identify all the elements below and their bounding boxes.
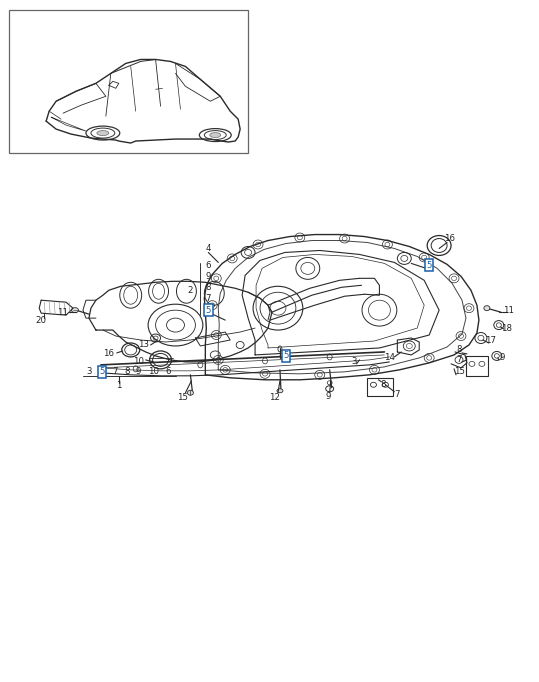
Text: 16: 16 xyxy=(103,349,114,359)
Text: 17: 17 xyxy=(485,336,496,344)
Ellipse shape xyxy=(97,130,109,136)
Text: 7: 7 xyxy=(457,355,462,364)
Text: 2: 2 xyxy=(188,286,193,295)
Text: 16: 16 xyxy=(444,234,454,243)
Text: 5: 5 xyxy=(205,306,211,314)
Text: 7: 7 xyxy=(205,294,211,303)
Text: 14: 14 xyxy=(384,353,395,362)
Ellipse shape xyxy=(188,390,194,396)
Text: 3: 3 xyxy=(352,357,357,366)
Ellipse shape xyxy=(277,389,283,393)
Text: 9: 9 xyxy=(136,368,141,376)
Text: 9: 9 xyxy=(499,353,505,362)
Text: 11: 11 xyxy=(503,306,514,314)
Bar xyxy=(368,378,393,396)
Ellipse shape xyxy=(72,308,79,312)
Text: 11: 11 xyxy=(57,308,67,316)
Text: 8: 8 xyxy=(381,381,386,389)
Text: 8: 8 xyxy=(124,368,129,376)
Text: 1: 1 xyxy=(116,381,121,390)
Text: 5: 5 xyxy=(99,368,105,376)
Text: 13: 13 xyxy=(138,340,149,349)
Text: 12: 12 xyxy=(270,394,280,402)
Text: 6: 6 xyxy=(205,261,211,270)
Text: 10: 10 xyxy=(148,368,159,376)
Text: 18: 18 xyxy=(501,323,512,333)
Text: 20: 20 xyxy=(36,316,47,325)
Bar xyxy=(466,356,488,376)
Text: 6: 6 xyxy=(166,368,171,376)
Text: 8: 8 xyxy=(205,283,211,292)
Text: 4: 4 xyxy=(205,244,211,253)
Text: 5: 5 xyxy=(426,261,432,270)
Text: 7: 7 xyxy=(395,390,400,399)
Text: 15: 15 xyxy=(177,394,188,402)
Ellipse shape xyxy=(210,132,221,138)
Text: 15: 15 xyxy=(453,368,465,376)
Text: 3: 3 xyxy=(86,368,92,376)
Text: 8: 8 xyxy=(457,346,462,355)
Text: 9: 9 xyxy=(206,272,211,281)
Text: 10: 10 xyxy=(133,357,144,366)
Text: 7: 7 xyxy=(112,368,118,376)
Text: 9: 9 xyxy=(325,392,330,401)
Text: 5: 5 xyxy=(283,351,289,360)
Bar xyxy=(9,10,248,153)
Ellipse shape xyxy=(484,306,490,311)
